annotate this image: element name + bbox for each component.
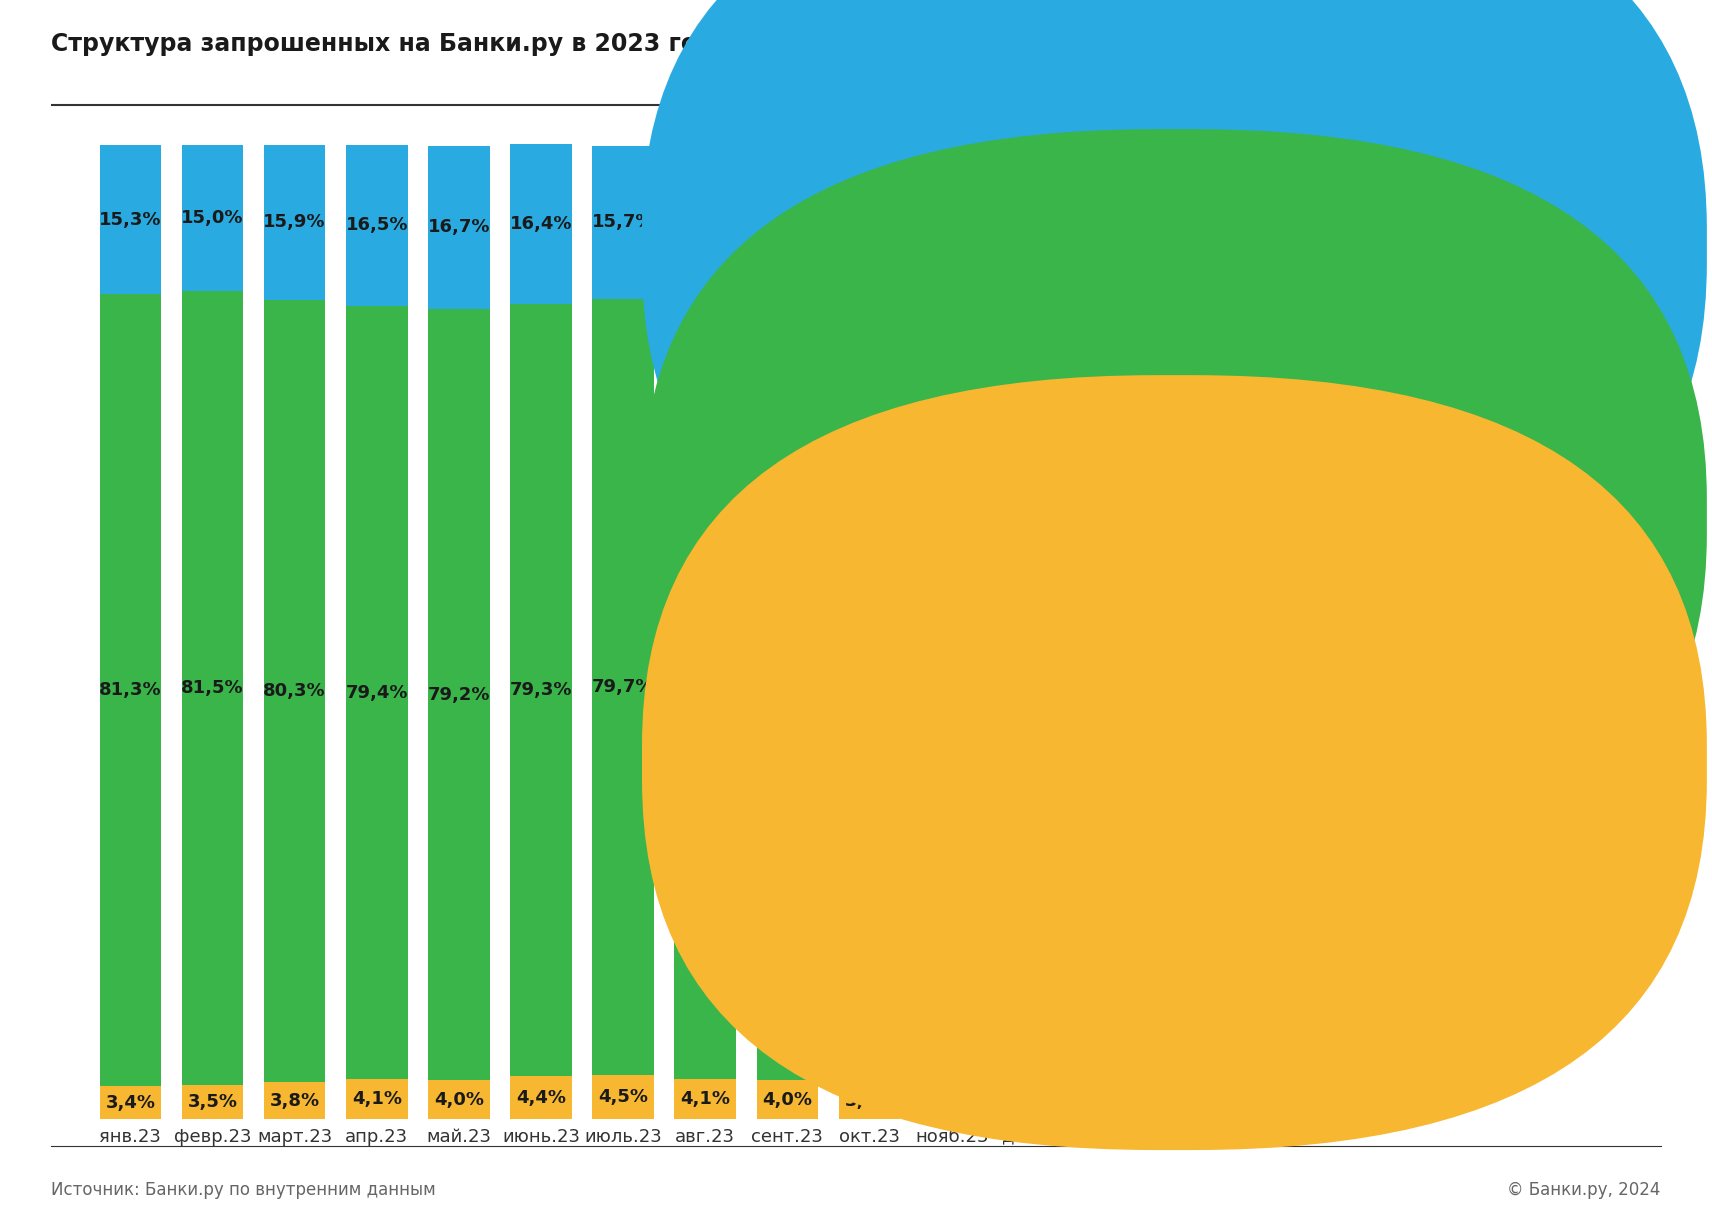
- Text: © Банки.ру, 2024: © Банки.ру, 2024: [1507, 1181, 1661, 1199]
- Text: Рефинансирование
кредита: Рефинансирование кредита: [1219, 219, 1418, 261]
- Bar: [428, 1080, 490, 1119]
- Text: 3,4%: 3,4%: [106, 1093, 156, 1112]
- Bar: [99, 1086, 161, 1119]
- Text: Просто деньги: Просто деньги: [1219, 507, 1371, 526]
- Bar: [757, 278, 818, 1080]
- Text: 4,1%: 4,1%: [680, 1090, 731, 1108]
- Text: 81,6%: 81,6%: [675, 673, 736, 691]
- Bar: [1003, 1086, 1065, 1119]
- Bar: [428, 309, 490, 1080]
- Text: 79,2%: 79,2%: [428, 685, 490, 704]
- Bar: [264, 145, 325, 300]
- Text: 3,5%: 3,5%: [188, 1093, 238, 1111]
- Text: Источник: Банки.ру по внутренним данным: Источник: Банки.ру по внутренним данным: [51, 1181, 437, 1199]
- Bar: [428, 146, 490, 309]
- Bar: [510, 1076, 572, 1119]
- Bar: [264, 1082, 325, 1119]
- Text: 83,3%: 83,3%: [1003, 672, 1065, 689]
- Text: 79,4%: 79,4%: [346, 684, 407, 701]
- Bar: [592, 1075, 654, 1119]
- Text: 16,4%: 16,4%: [510, 215, 572, 232]
- Text: 16,5%: 16,5%: [346, 216, 407, 235]
- Bar: [675, 1080, 736, 1119]
- Text: 14,6%: 14,6%: [839, 208, 901, 226]
- Bar: [346, 1080, 407, 1119]
- Bar: [592, 146, 654, 299]
- Text: 13,3%: 13,3%: [1003, 200, 1065, 219]
- Text: Структура запрошенных на Банки.ру в 2023 году целей потребительских кредитов, %: Структура запрошенных на Банки.ру в 2023…: [51, 31, 1246, 55]
- Text: 81,3%: 81,3%: [99, 681, 161, 699]
- Text: 3,4%: 3,4%: [1008, 1093, 1058, 1112]
- Bar: [592, 299, 654, 1075]
- Bar: [921, 288, 983, 1082]
- Text: 15,9%: 15,9%: [264, 214, 325, 231]
- Text: 4,5%: 4,5%: [597, 1089, 649, 1106]
- Bar: [839, 146, 901, 288]
- Text: Покупка автомобиля: Покупка автомобиля: [1219, 753, 1433, 772]
- Text: 14,6%: 14,6%: [921, 208, 983, 226]
- Text: 3,8%: 3,8%: [844, 1092, 895, 1109]
- Bar: [839, 288, 901, 1082]
- Text: 4,0%: 4,0%: [433, 1091, 484, 1108]
- Bar: [346, 145, 407, 306]
- Text: 15,3%: 15,3%: [99, 210, 161, 229]
- Text: 13,8%: 13,8%: [757, 202, 818, 220]
- Bar: [1003, 274, 1065, 1086]
- Text: 4,1%: 4,1%: [351, 1090, 402, 1108]
- Text: 81,5%: 81,5%: [181, 679, 243, 697]
- Text: 80,3%: 80,3%: [264, 683, 325, 700]
- Bar: [675, 145, 736, 284]
- Bar: [510, 144, 572, 304]
- Text: 15,7%: 15,7%: [592, 214, 654, 231]
- Bar: [757, 1080, 818, 1119]
- Bar: [264, 300, 325, 1082]
- Bar: [921, 1082, 983, 1119]
- Text: 4,4%: 4,4%: [515, 1089, 567, 1107]
- Bar: [1003, 145, 1065, 274]
- Bar: [921, 146, 983, 288]
- Text: 81,5%: 81,5%: [839, 676, 901, 694]
- Text: 79,7%: 79,7%: [592, 678, 654, 696]
- Text: 16,7%: 16,7%: [428, 219, 490, 236]
- Bar: [99, 294, 161, 1086]
- Text: 4,0%: 4,0%: [762, 1091, 813, 1108]
- Text: 15,0%: 15,0%: [181, 209, 243, 228]
- Bar: [99, 145, 161, 294]
- Bar: [346, 306, 407, 1080]
- Bar: [181, 145, 243, 292]
- Text: 81,5%: 81,5%: [921, 676, 983, 694]
- Bar: [510, 304, 572, 1076]
- Text: 3,8%: 3,8%: [926, 1092, 978, 1109]
- Text: 79,3%: 79,3%: [510, 681, 572, 699]
- Bar: [839, 1082, 901, 1119]
- Bar: [675, 284, 736, 1080]
- Bar: [757, 144, 818, 278]
- Bar: [181, 1085, 243, 1119]
- Text: 14,3%: 14,3%: [675, 205, 736, 224]
- Bar: [181, 292, 243, 1085]
- Text: 3,8%: 3,8%: [269, 1092, 320, 1109]
- Text: 82,3%: 82,3%: [757, 670, 818, 689]
